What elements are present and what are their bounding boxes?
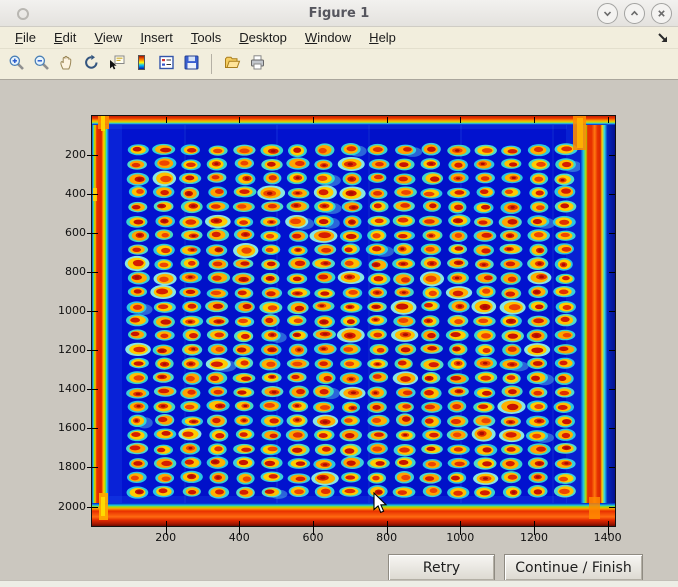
- y-tick-right: [609, 311, 615, 313]
- y-tick-label: 1600: [58, 421, 86, 435]
- zoom-out-icon: [33, 54, 50, 74]
- x-tick: [239, 521, 241, 535]
- x-tick-top: [165, 117, 167, 123]
- print-figure-button[interactable]: [248, 55, 266, 73]
- open-file-icon: [224, 54, 241, 74]
- menu-file[interactable]: File: [15, 30, 36, 45]
- insert-legend-icon: [158, 54, 175, 74]
- x-tick-top: [386, 117, 388, 123]
- y-tick-label: 400: [65, 187, 86, 201]
- y-tick-right: [609, 467, 615, 469]
- y-tick-right: [609, 350, 615, 352]
- y-tick-label: 1000: [58, 304, 86, 318]
- pan-icon: [58, 54, 75, 74]
- x-tick-label: 200: [155, 531, 177, 544]
- y-tick: [87, 155, 98, 156]
- x-tick: [460, 521, 462, 535]
- y-tick-label: 200: [65, 148, 86, 161]
- x-tick: [534, 521, 535, 535]
- print-figure-icon: [249, 54, 266, 74]
- y-tick-right: [609, 506, 615, 508]
- close-button[interactable]: [651, 3, 672, 24]
- figure-toolbar: [0, 49, 678, 80]
- y-tick-label: 2000: [58, 499, 86, 513]
- x-tick-label: 400: [228, 531, 250, 544]
- x-tick: [386, 521, 388, 535]
- y-tick: [87, 428, 98, 430]
- menu-desktop[interactable]: Desktop: [239, 30, 287, 45]
- menu-tools[interactable]: Tools: [190, 30, 222, 45]
- x-tick-top: [534, 117, 535, 123]
- y-tick-right: [609, 233, 615, 235]
- y-tick: [87, 389, 98, 391]
- x-tick-label: 1400: [593, 531, 622, 544]
- x-tick-label: 600: [302, 531, 324, 544]
- save-figure-button[interactable]: [182, 55, 200, 73]
- y-tick-label: 1200: [58, 343, 86, 357]
- x-tick-top: [460, 117, 462, 123]
- x-tick-label: 800: [376, 531, 398, 544]
- rotate-3d-icon: [83, 54, 100, 74]
- y-tick-right: [609, 428, 615, 430]
- window-bottom-strip: [0, 580, 678, 587]
- open-file-button[interactable]: [223, 55, 241, 73]
- menu-edit[interactable]: Edit: [53, 30, 77, 45]
- minimize-button[interactable]: [597, 3, 618, 24]
- insert-colorbar-icon: [133, 54, 150, 74]
- data-cursor-button[interactable]: [107, 55, 125, 73]
- y-tick: [87, 194, 98, 196]
- y-tick: [87, 467, 98, 469]
- window-title: Figure 1: [308, 5, 370, 21]
- menu-window[interactable]: Window: [304, 30, 352, 45]
- window-controls: [597, 3, 672, 24]
- window-menu-icon[interactable]: [17, 8, 29, 20]
- x-tick-top: [239, 117, 241, 123]
- y-tick-label: 800: [65, 265, 86, 279]
- menu-insert[interactable]: Insert: [140, 30, 173, 45]
- menu-view[interactable]: View: [94, 30, 123, 45]
- y-tick-right: [609, 155, 615, 156]
- x-tick-label: 1000: [446, 531, 475, 544]
- y-tick: [87, 350, 98, 352]
- rotate-3d-button[interactable]: [82, 54, 100, 74]
- plot-image[interactable]: [92, 116, 615, 526]
- y-tick: [87, 272, 98, 274]
- y-tick-label: 1800: [58, 460, 86, 474]
- figure-canvas: 200 400 600 800 1000 1200 1400 200 400 600 800 1000…: [0, 80, 678, 581]
- x-tick-label: 1200: [520, 531, 548, 544]
- maximize-button[interactable]: [624, 3, 645, 24]
- insert-legend-button[interactable]: [157, 55, 175, 73]
- toolbar-separator: [211, 54, 212, 74]
- insert-colorbar-button[interactable]: [132, 55, 150, 73]
- menu-bar: File Edit View Insert Tools Desktop Window Help: [0, 27, 678, 49]
- data-cursor-icon: [108, 54, 125, 74]
- menu-help[interactable]: Help: [369, 30, 396, 45]
- y-tick-right: [609, 194, 615, 196]
- y-tick: [87, 233, 98, 235]
- x-tick: [313, 521, 314, 535]
- retry-button[interactable]: Retry: [388, 554, 495, 581]
- x-tick-top: [313, 117, 314, 123]
- x-tick: [607, 521, 609, 535]
- y-tick-right: [609, 389, 615, 391]
- y-tick: [87, 506, 98, 508]
- continue-finish-button[interactable]: Continue / Finish: [504, 554, 643, 581]
- y-tick-label: 1400: [58, 382, 86, 396]
- y-tick-right: [609, 272, 615, 274]
- menu-overflow-arrow-icon: [656, 30, 670, 49]
- pan-button[interactable]: [57, 55, 75, 73]
- zoom-in-button[interactable]: [7, 55, 25, 73]
- zoom-out-button[interactable]: [32, 55, 50, 73]
- y-tick-label: 600: [65, 226, 86, 240]
- zoom-in-icon: [8, 54, 25, 74]
- title-bar[interactable]: Figure 1: [0, 0, 678, 27]
- y-tick: [87, 311, 98, 313]
- save-figure-icon: [183, 54, 200, 74]
- x-tick-top: [607, 117, 609, 123]
- x-tick: [165, 521, 167, 535]
